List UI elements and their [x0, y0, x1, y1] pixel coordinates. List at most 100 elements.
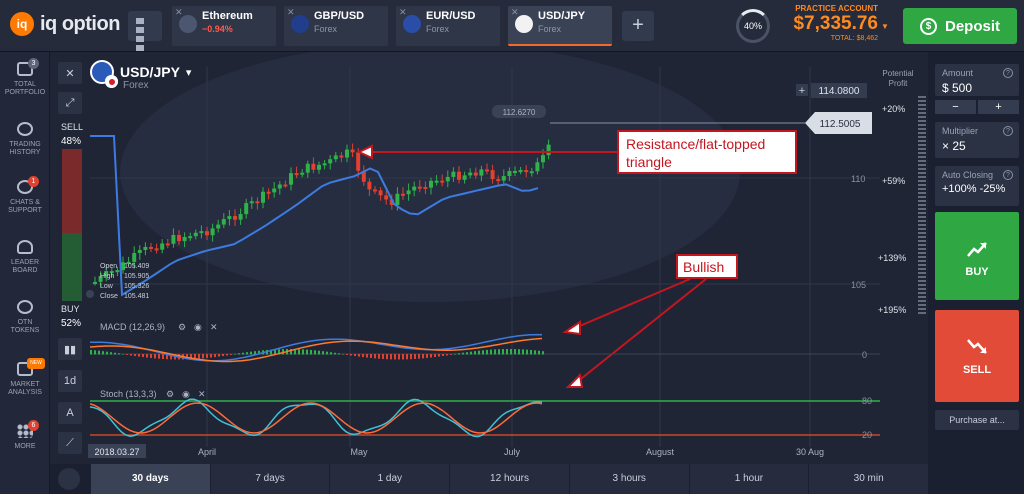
close-icon[interactable]: ✕	[399, 7, 407, 17]
macd-bar	[198, 354, 200, 359]
candle	[384, 195, 389, 200]
chart-area[interactable]: 112.6270 + 114.0800 112.5005 110 105 Pot…	[50, 42, 928, 464]
close-icon[interactable]: ✕	[175, 7, 183, 17]
timeframe-12-hours[interactable]: 12 hours	[449, 464, 569, 494]
sidebar-item-more[interactable]: 6 MORE	[0, 420, 50, 451]
link-icon[interactable]	[58, 468, 80, 490]
leaderboard-icon	[17, 240, 33, 254]
macd-bar	[502, 349, 504, 355]
auto-closing-field[interactable]: Auto Closing +100% -25% ?	[935, 166, 1019, 206]
progress-ring[interactable]: 40%	[736, 9, 770, 43]
multiplier-label: Multiplier	[942, 126, 979, 136]
candle	[137, 250, 142, 254]
sidebar-item-chats[interactable]: 1 CHATS & SUPPORT	[8, 176, 42, 214]
stoch-label: Stoch (13,3,3)	[100, 389, 157, 399]
candle	[356, 152, 361, 171]
indicators-icon[interactable]: A	[58, 402, 82, 424]
timeframe-30-min[interactable]: 30 min	[808, 464, 929, 494]
macd-bar	[494, 349, 496, 355]
macd-bar	[498, 349, 500, 355]
help-icon[interactable]: ?	[1003, 126, 1013, 136]
close-icon[interactable]: ✕	[287, 7, 295, 17]
asset-grid-button[interactable]	[128, 11, 162, 51]
tab-usd-jpy[interactable]: ✕ USD/JPY Forex	[508, 6, 612, 46]
macd-bar	[126, 354, 128, 355]
timeframe-bar: 30 days 7 days 1 day 12 hours 3 hours 1 …	[90, 464, 929, 494]
close-icon[interactable]: ✕	[511, 7, 519, 17]
sell-button[interactable]: SELL	[935, 310, 1019, 402]
tab-eur-usd[interactable]: ✕ EUR/USD Forex	[396, 6, 500, 46]
candle	[395, 193, 400, 205]
candle	[221, 219, 226, 225]
macd-bar	[414, 354, 416, 359]
gear-icon[interactable]: ⚙	[178, 322, 186, 332]
macd-bar	[418, 354, 420, 359]
candle	[541, 155, 545, 163]
info-icon[interactable]	[86, 290, 94, 298]
timeframe-1-hour[interactable]: 1 hour	[688, 464, 809, 494]
sidebar-item-portfolio[interactable]: 3 TOTAL PORTFOLIO	[4, 58, 46, 96]
eye-icon[interactable]: ◉	[182, 389, 190, 399]
timeframe-7-days[interactable]: 7 days	[209, 464, 330, 494]
token-icon	[17, 300, 33, 314]
price-chart[interactable]: 112.6270 + 114.0800 112.5005 110 105 Pot…	[50, 42, 928, 464]
tab-ethereum[interactable]: ✕ Ethereum −0.94%	[172, 6, 276, 46]
account-balance[interactable]: PRACTICE ACCOUNT $7,335.76 TOTAL: $8,462	[782, 4, 878, 42]
expand-icon[interactable]: ⤢	[58, 92, 82, 114]
bullish-arrowhead-macd	[562, 320, 581, 336]
timeframe-1-day[interactable]: 1 day	[329, 464, 450, 494]
chart-type-icon[interactable]: ▮▮	[58, 338, 82, 360]
macd-bar	[518, 349, 520, 355]
macd-line	[89, 333, 543, 362]
pair-selector[interactable]: USD/JPY ▾	[90, 60, 191, 88]
macd-bar	[506, 349, 508, 355]
timeframe-30-days[interactable]: 30 days	[90, 464, 210, 494]
macd-bar	[342, 353, 344, 355]
timeframe-button[interactable]: 1d	[58, 370, 82, 392]
more-badge: 6	[28, 420, 39, 431]
plus-icon[interactable]: +	[799, 85, 805, 97]
candle	[423, 186, 428, 189]
candle	[104, 271, 109, 277]
macd-bar	[130, 354, 132, 356]
tab-gbp-usd[interactable]: ✕ GBP/USD Forex	[284, 6, 388, 46]
drawing-tools-icon[interactable]: ⟋	[58, 432, 82, 454]
multiplier-field[interactable]: Multiplier × 25 ?	[935, 122, 1019, 158]
macd-bar	[398, 354, 400, 360]
add-price-button[interactable]	[796, 84, 808, 96]
sidebar-item-tokens[interactable]: OTN TOKENS	[0, 300, 50, 335]
logo[interactable]: iq iq option	[10, 12, 120, 36]
sidebar-item-history[interactable]: TRADING HISTORY	[0, 122, 50, 157]
close-chart-button[interactable]: ✕	[58, 62, 82, 84]
macd-bar	[334, 352, 336, 355]
timeframe-3-hours[interactable]: 3 hours	[568, 464, 689, 494]
macd-bar	[338, 353, 340, 355]
macd-bar	[214, 354, 216, 358]
sentiment-bar	[62, 149, 82, 301]
chevron-down-icon[interactable]: ▼	[881, 22, 889, 31]
amount-value[interactable]: $ 500	[942, 81, 973, 95]
candle	[462, 175, 467, 180]
close-icon[interactable]: ✕	[198, 389, 206, 399]
account-type: PRACTICE ACCOUNT	[795, 4, 878, 13]
add-tab-button[interactable]: +	[622, 11, 654, 41]
macd-bar	[450, 354, 452, 355]
sidebar-item-leaderboard[interactable]: LEADER BOARD	[0, 240, 50, 275]
macd-bar	[194, 354, 196, 359]
eye-icon[interactable]: ◉	[194, 322, 202, 332]
purchase-at-button[interactable]: Purchase at...	[935, 410, 1019, 430]
amount-field[interactable]: Amount $ 500 ?	[935, 64, 1019, 96]
help-icon[interactable]: ?	[1003, 68, 1013, 78]
macd-bar	[90, 349, 92, 355]
gear-icon[interactable]: ⚙	[166, 389, 174, 399]
deposit-button[interactable]: $ Deposit	[903, 8, 1017, 44]
candle	[496, 179, 501, 182]
macd-bar	[358, 354, 360, 357]
close-icon[interactable]: ✕	[210, 322, 218, 332]
amount-plus-button[interactable]: +	[978, 100, 1019, 114]
amount-minus-button[interactable]: −	[935, 100, 976, 114]
sidebar-item-market-analysis[interactable]: NEW MARKET ANALYSIS	[0, 358, 50, 397]
candle	[132, 253, 137, 262]
buy-button[interactable]: BUY	[935, 212, 1019, 300]
help-icon[interactable]: ?	[1003, 170, 1013, 180]
